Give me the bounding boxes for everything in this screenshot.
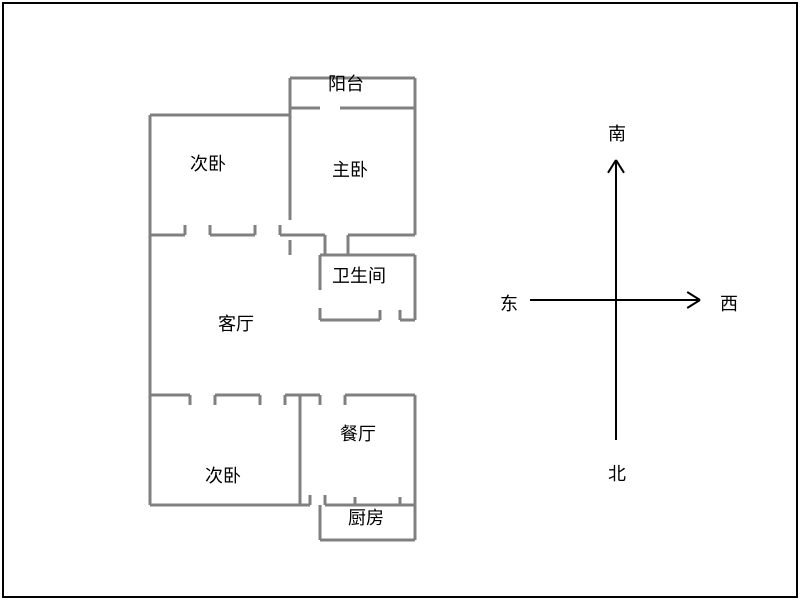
- compass-label-east: 东: [500, 290, 518, 316]
- room-label-dining: 餐厅: [340, 420, 376, 446]
- room-label-kitchen: 厨房: [348, 504, 384, 530]
- room-label-bathroom: 卫生间: [332, 262, 386, 288]
- room-label-bedroom2b: 次卧: [205, 462, 241, 488]
- compass-label-north: 北: [608, 460, 626, 486]
- compass-label-west: 西: [720, 290, 738, 316]
- room-label-bedroom2a: 次卧: [190, 150, 226, 176]
- room-label-living: 客厅: [218, 310, 254, 336]
- compass-label-south: 南: [608, 120, 626, 146]
- room-label-balcony: 阳台: [328, 70, 364, 96]
- room-label-master: 主卧: [332, 156, 368, 182]
- floorplan-diagram: [0, 0, 800, 600]
